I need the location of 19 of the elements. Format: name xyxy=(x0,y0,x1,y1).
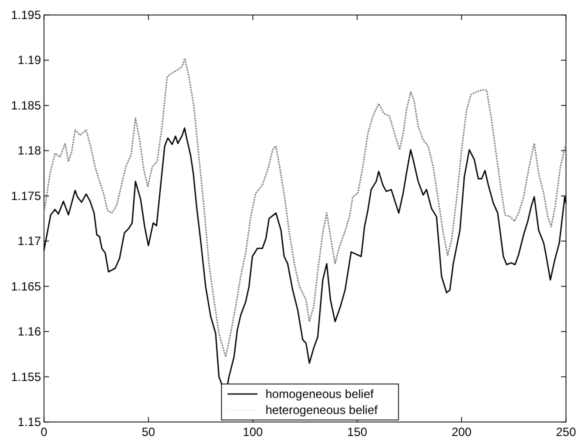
x-tick-label: 100 xyxy=(242,425,264,439)
line-series xyxy=(43,58,567,358)
y-tick-label: 1.185 xyxy=(10,98,42,112)
x-tick-label: 150 xyxy=(347,425,368,439)
x-tick-label: 200 xyxy=(452,425,472,439)
y-tick-label: 1.155 xyxy=(10,370,42,384)
y-tick-label: 1.175 xyxy=(10,188,42,203)
legend-label: heterogeneous belief xyxy=(266,403,378,417)
y-tick-label: 1.19 xyxy=(18,53,42,68)
x-tick-label: 0 xyxy=(40,425,48,439)
y-tick-label: 1.17 xyxy=(18,234,42,248)
y-tick-label: 1.195 xyxy=(10,8,42,22)
y-tick-label: 1.18 xyxy=(18,144,42,158)
x-tick-label: 250 xyxy=(556,425,576,439)
legend-label: homogeneous belief xyxy=(266,387,374,401)
x-tick-label: 50 xyxy=(142,425,156,439)
y-tick-label: 1.16 xyxy=(18,324,42,339)
y-tick-label: 1.15 xyxy=(18,415,42,429)
y-tick-label: 1.165 xyxy=(10,279,42,294)
